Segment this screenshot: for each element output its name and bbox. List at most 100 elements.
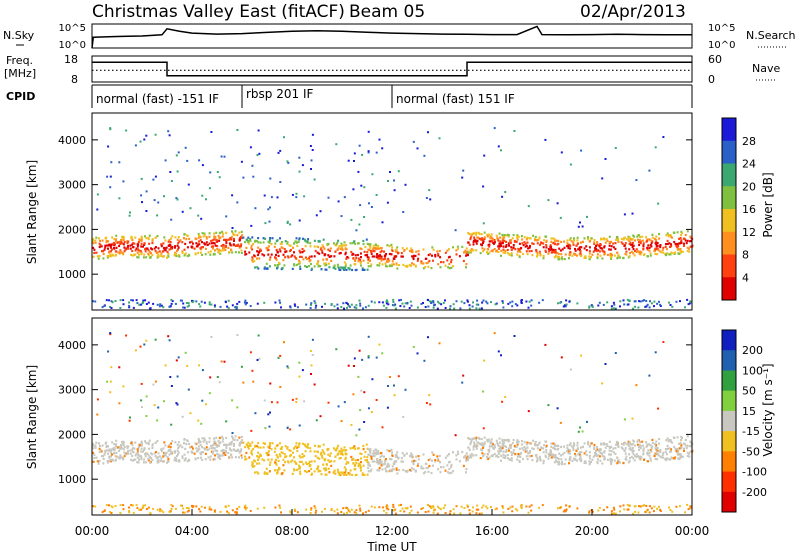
velocity-pixel — [369, 451, 372, 454]
nave-tick-top: 60 — [708, 53, 722, 66]
velocity-pixel — [360, 469, 362, 472]
power-pixel — [340, 247, 342, 250]
power-pixel — [209, 253, 212, 256]
velocity-pixel — [387, 508, 390, 511]
power-pixel — [680, 239, 683, 242]
velocity-pixel — [531, 447, 534, 450]
velocity-pixel — [651, 441, 654, 444]
power-pixel — [268, 239, 271, 242]
velocity-pixel — [569, 442, 572, 445]
power-pixel — [213, 253, 216, 256]
power-pixel — [566, 242, 569, 245]
power-pixel — [553, 238, 556, 241]
freq-tick-top: 18 — [64, 53, 78, 66]
velocity-pixel — [388, 457, 391, 461]
velocity-pixel — [345, 506, 348, 509]
velocity-pixel — [531, 459, 534, 462]
power-pixel — [147, 254, 150, 257]
power-pixel — [560, 151, 563, 154]
power-pixel — [111, 253, 114, 256]
velocity-pixel — [128, 511, 131, 514]
power-pixel — [213, 305, 216, 308]
power-pixel — [686, 249, 689, 252]
power-pixel — [538, 237, 541, 240]
velocity-pixel — [549, 449, 552, 452]
velocity-pixel — [256, 471, 259, 474]
power-pixel — [353, 306, 356, 309]
velocity-pixel — [502, 453, 505, 456]
velocity-pixel — [147, 459, 150, 462]
velocity-pixel — [649, 449, 652, 452]
velocity-pixel — [483, 359, 486, 362]
velocity-pixel — [109, 448, 112, 451]
velocity-pixel — [393, 384, 395, 387]
velocity-pixel — [614, 512, 617, 515]
power-pixel — [512, 246, 515, 249]
velocity-pixel — [105, 504, 108, 507]
velocity-pixel — [265, 467, 268, 470]
power-pixel — [525, 244, 528, 247]
power-pixel — [428, 300, 431, 303]
velocity-pixel — [371, 460, 374, 463]
velocity-pixel — [164, 454, 167, 457]
power-pixel — [92, 242, 95, 245]
velocity-pixel — [661, 453, 664, 456]
velocity-pixel — [650, 447, 653, 450]
power-pixel — [649, 252, 652, 255]
velocity-pixel — [390, 458, 393, 461]
velocity-pixel — [92, 447, 95, 450]
power-pixel — [367, 130, 370, 133]
power-pixel — [177, 151, 180, 154]
velocity-pixel — [610, 462, 613, 465]
velocity-pixel — [188, 458, 190, 461]
power-pixel — [661, 248, 664, 251]
power-pixel — [506, 252, 509, 255]
velocity-pixel — [174, 441, 177, 444]
power-pixel — [596, 257, 599, 260]
power-pixel — [668, 301, 670, 304]
power-pixel — [593, 241, 596, 244]
power-pixel — [256, 257, 258, 260]
velocity-pixel — [129, 416, 131, 419]
velocity-pixel — [92, 442, 94, 446]
power-pixel — [142, 245, 144, 248]
velocity-pixel — [553, 455, 555, 458]
velocity-pixel — [398, 469, 401, 472]
power-pixel — [390, 253, 393, 256]
power-pixel — [258, 152, 261, 155]
power-pixel — [468, 304, 471, 307]
velocity-pixel — [143, 448, 146, 451]
velocity-pixel — [327, 459, 330, 462]
power-pixel — [281, 246, 284, 250]
velocity-pixel — [676, 447, 679, 451]
velocity-pixel — [569, 452, 571, 455]
velocity-pixel — [154, 338, 157, 341]
velocity-pixel — [94, 444, 97, 447]
velocity-pixel — [689, 440, 692, 443]
velocity-pixel — [176, 443, 179, 446]
power-pixel — [176, 238, 179, 241]
velocity-pixel — [293, 456, 295, 459]
power-pixel — [593, 242, 596, 245]
velocity-pixel — [654, 447, 657, 450]
power-pixel — [147, 236, 150, 239]
velocity-pixel — [433, 509, 435, 512]
velocity-pixel — [686, 444, 689, 447]
power-pixel — [527, 205, 530, 208]
velocity-pixel — [194, 457, 197, 460]
velocity-pixel — [395, 453, 398, 456]
power-pixel — [494, 241, 496, 244]
power-pixel — [378, 262, 381, 265]
power-pixel — [360, 256, 362, 259]
velocity-pixel — [363, 391, 366, 394]
power-pixel — [277, 254, 280, 257]
power-pixel — [470, 234, 473, 237]
power-pixel — [151, 239, 154, 242]
power-pixel — [654, 252, 657, 255]
velocity-pixel — [437, 459, 440, 462]
velocity-pixel — [486, 438, 489, 441]
power-pixel — [298, 237, 301, 240]
power-pixel — [472, 301, 474, 304]
power-pixel — [385, 302, 388, 305]
velocity-pixel — [397, 375, 400, 378]
